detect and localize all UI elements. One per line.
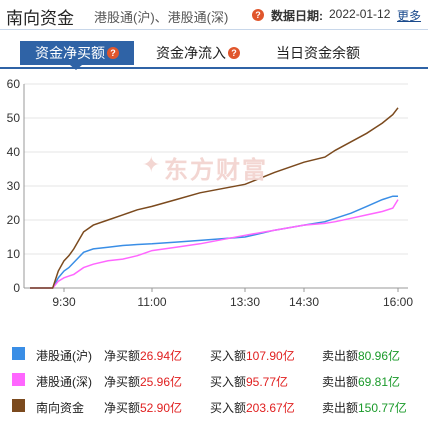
tab-active-arrow (70, 65, 82, 70)
tab-underline (0, 67, 428, 69)
series-line (30, 107, 399, 289)
y-tick-label: 40 (7, 145, 21, 159)
x-tick-label: 16:00 (383, 295, 413, 309)
line-chart: 0 10 20 30 40 50 60 9:30 11:00 13:30 14:30 16:00 (7, 77, 414, 309)
watermark-logo-icon: ✦ (142, 152, 161, 177)
legend-name: 港股通(深) (36, 375, 92, 389)
legend-net-value: 25.96亿 (140, 375, 183, 389)
y-tick-label: 60 (7, 77, 21, 91)
y-tick-label: 30 (7, 179, 21, 193)
legend-sell-label: 卖出额 (322, 401, 359, 415)
legend-row: 南向资金 净买额 52.90亿 买入额 203.67亿 卖出额 150.77亿 (0, 394, 428, 418)
legend-row: 港股通(深) 净买额 25.96亿 买入额 95.77亿 卖出额 69.81亿 (0, 368, 428, 392)
tab-daily-balance[interactable]: 当日资金余额 (276, 41, 360, 65)
y-tick-label: 10 (7, 247, 21, 261)
legend-swatch (12, 373, 25, 386)
x-tick-label: 9:30 (52, 295, 76, 309)
series-line (30, 199, 399, 289)
x-tick-label: 13:30 (230, 295, 260, 309)
series-line (30, 195, 398, 289)
page-subtitle: 港股通(沪)、港股通(深) (94, 10, 229, 25)
more-link[interactable]: 更多 (397, 9, 422, 23)
help-icon[interactable]: ? (228, 47, 240, 60)
tab-net-buy[interactable]: 资金净买额? (20, 41, 134, 65)
legend-sell-value: 150.77亿 (358, 401, 407, 415)
date-value: 2022-01-12 (329, 7, 391, 21)
legend-net-label: 净买额 (104, 349, 141, 363)
legend-buy-label: 买入额 (210, 401, 247, 415)
legend-name: 港股通(沪) (36, 349, 92, 363)
tab-daily-balance-label: 当日资金余额 (276, 45, 360, 61)
watermark: 东方财富 (164, 157, 268, 184)
legend-net-label: 净买额 (104, 401, 141, 415)
tab-net-buy-label: 资金净买额 (35, 45, 105, 61)
tab-net-inflow-label: 资金净流入 (156, 45, 226, 61)
legend-swatch (12, 347, 25, 360)
date-label: 数据日期: (271, 9, 323, 23)
x-tick-label: 14:30 (289, 295, 319, 309)
legend-sell-label: 卖出额 (322, 349, 359, 363)
y-tick-label: 50 (7, 111, 21, 125)
page-title: 南向资金 (6, 9, 74, 28)
legend-row: 港股通(沪) 净买额 26.94亿 买入额 107.90亿 卖出额 80.96亿 (0, 342, 428, 366)
legend-buy-value: 107.90亿 (246, 349, 295, 363)
legend-buy-value: 95.77亿 (246, 375, 289, 389)
legend-net-value: 52.90亿 (140, 401, 183, 415)
legend-net-label: 净买额 (104, 375, 141, 389)
help-icon[interactable]: ? (107, 47, 119, 60)
y-tick-label: 20 (7, 213, 21, 227)
legend-swatch (12, 399, 25, 412)
legend-sell-label: 卖出额 (322, 375, 359, 389)
legend-sell-value: 80.96亿 (358, 349, 401, 363)
y-tick-label: 0 (13, 281, 20, 295)
legend-net-value: 26.94亿 (140, 349, 183, 363)
header: 南向资金 港股通(沪)、港股通(深) ? 数据日期: 2022-01-12 更多 (0, 0, 428, 30)
legend-buy-value: 203.67亿 (246, 401, 295, 415)
tab-bar: 资金净买额? 资金净流入? 当日资金余额 (0, 38, 428, 70)
header-divider (0, 29, 428, 30)
tab-net-inflow[interactable]: 资金净流入? (156, 41, 240, 65)
help-icon[interactable]: ? (252, 9, 264, 21)
x-tick-label: 11:00 (137, 295, 166, 309)
legend-buy-label: 买入额 (210, 349, 247, 363)
legend-sell-value: 69.81亿 (358, 375, 401, 389)
legend-buy-label: 买入额 (210, 375, 247, 389)
legend-name: 南向资金 (36, 401, 85, 415)
